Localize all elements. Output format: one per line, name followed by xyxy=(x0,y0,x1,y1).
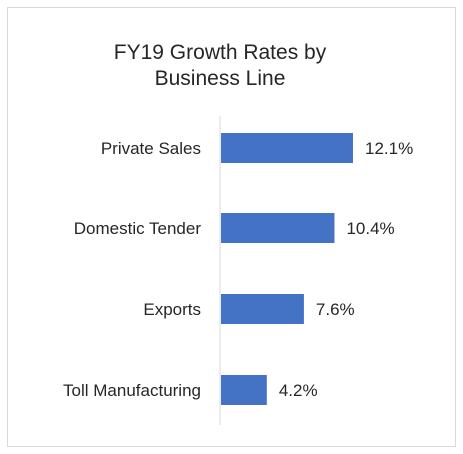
chart-title-line-2: Business Line xyxy=(155,67,286,90)
category-label: Domestic Tender xyxy=(74,219,202,238)
data-label: 7.6% xyxy=(316,300,355,319)
data-label: 12.1% xyxy=(365,139,413,158)
category-label: Exports xyxy=(143,300,201,319)
category-label: Toll Manufacturing xyxy=(63,381,201,400)
category-label: Private Sales xyxy=(101,139,201,158)
chart-title-line-1: FY19 Growth Rates by xyxy=(114,41,327,64)
bar xyxy=(221,375,267,405)
data-label: 4.2% xyxy=(279,381,318,400)
bars-group: Private Sales 12.1% Domestic Tender 10.4% Ex… xyxy=(63,133,413,405)
data-label: 10.4% xyxy=(346,219,394,238)
bar xyxy=(221,213,335,243)
bar xyxy=(221,294,304,324)
bar xyxy=(221,133,353,163)
